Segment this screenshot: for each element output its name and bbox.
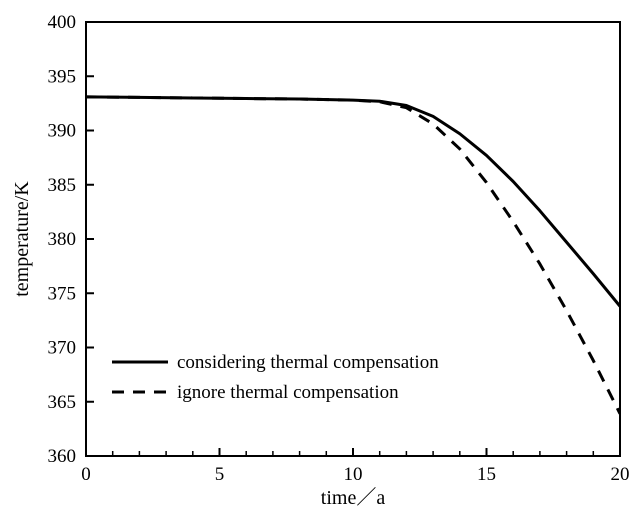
y-tick-label: 385 [48, 175, 77, 196]
line-chart: 0 5 10 15 20 360 365 370 375 380 385 390 395 400 time／… [0, 0, 640, 510]
y-tick-label: 380 [48, 229, 77, 250]
legend-label-1: ignore thermal compensation [177, 382, 399, 403]
y-tick-label: 370 [48, 338, 77, 359]
chart-container: 0 5 10 15 20 360 365 370 375 380 385 390 395 400 time／… [0, 0, 640, 510]
x-axis-label: time／a [321, 487, 386, 509]
x-tick-label: 5 [215, 464, 225, 485]
y-tick-label: 395 [48, 66, 77, 87]
x-tick-label: 0 [81, 464, 91, 485]
y-tick-label: 375 [48, 283, 77, 304]
y-tick-label: 360 [48, 446, 77, 467]
y-tick-label: 400 [48, 12, 77, 33]
y-tick-label: 390 [48, 121, 77, 142]
y-tick-label: 365 [48, 392, 77, 413]
x-tick-label: 10 [344, 464, 363, 485]
y-axis-label: temperature/K [11, 181, 33, 297]
legend-label-0: considering thermal compensation [177, 352, 439, 373]
chart-bg [0, 0, 640, 510]
x-tick-label: 15 [477, 464, 496, 485]
x-tick-label: 20 [611, 464, 630, 485]
